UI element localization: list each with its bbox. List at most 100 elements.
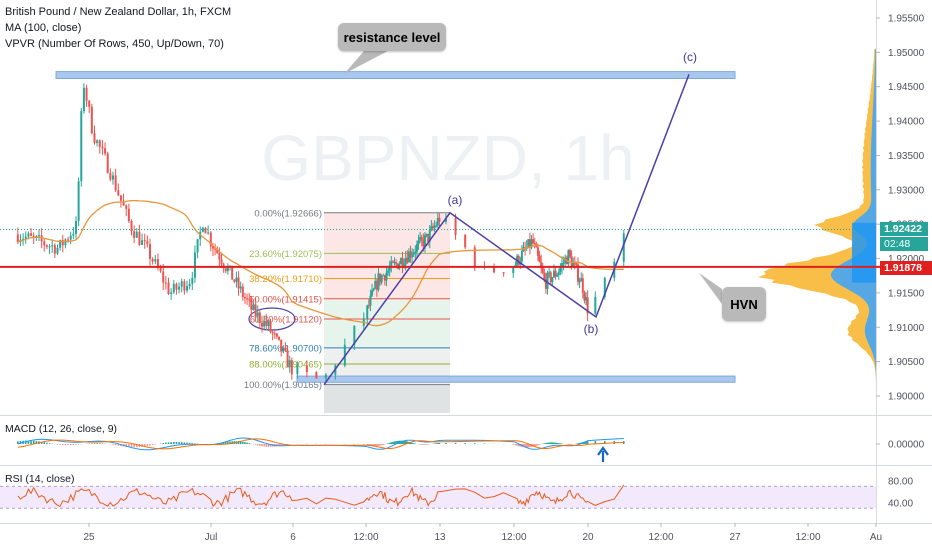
- candle-body: [235, 277, 238, 282]
- time-axis-label: 6: [290, 532, 296, 543]
- candle-body: [422, 239, 425, 247]
- candle-body: [51, 245, 54, 247]
- candle-body: [570, 256, 573, 268]
- macd-histogram-bar: [24, 440, 27, 444]
- candle-body: [250, 299, 253, 310]
- macd-histogram-bar: [473, 443, 476, 444]
- resistance-callout[interactable]: resistance level: [338, 23, 446, 51]
- macd-histogram-bar: [594, 440, 597, 444]
- macd-histogram-bar: [524, 444, 526, 448]
- macd-histogram-bar: [224, 442, 227, 444]
- macd-histogram-bar: [454, 442, 457, 444]
- candle-body: [536, 247, 539, 256]
- candle-body: [578, 281, 581, 283]
- candle-body: [48, 246, 51, 248]
- wave-label-c: (c): [683, 50, 697, 64]
- macd-histogram-bar: [263, 444, 265, 447]
- candle-body: [603, 277, 606, 297]
- time-axis-label: 20: [582, 532, 594, 543]
- time-axis-label: 27: [729, 532, 741, 543]
- candle-body: [444, 218, 447, 223]
- macd-histogram-bar: [522, 444, 525, 448]
- macd-histogram-bar: [549, 442, 552, 444]
- time-axis-label: Jul: [205, 532, 218, 543]
- macd-histogram-bar: [239, 441, 242, 444]
- candle-body: [282, 347, 285, 352]
- candle-body: [193, 252, 196, 278]
- macd-histogram-bar: [93, 443, 96, 444]
- macd-histogram-bar: [388, 442, 391, 444]
- candle-body: [151, 258, 154, 262]
- macd-histogram-bar: [543, 443, 546, 444]
- candle-body: [473, 247, 476, 267]
- macd-histogram-bar: [101, 443, 104, 444]
- candle-body: [415, 244, 418, 252]
- candle-body: [32, 235, 35, 238]
- candle-body: [520, 250, 523, 262]
- candle-body: [371, 290, 374, 296]
- candle-body: [552, 270, 555, 278]
- macd-histogram-bar: [390, 442, 393, 444]
- candle-body: [428, 229, 431, 242]
- candle-body: [93, 133, 96, 143]
- candle-body: [417, 240, 420, 245]
- macd-histogram-bar: [376, 444, 378, 446]
- candle-body: [146, 241, 149, 245]
- candle-body: [246, 298, 249, 300]
- macd-group: [17, 440, 625, 448]
- candle-body: [186, 286, 189, 291]
- candle-body: [554, 270, 557, 277]
- candle-body: [80, 111, 83, 182]
- candle-body: [380, 275, 383, 283]
- candle-body: [252, 304, 255, 310]
- ma-indicator-label[interactable]: MA (100, close): [5, 22, 82, 34]
- macd-histogram-bar: [67, 444, 69, 446]
- macd-histogram-bar: [464, 443, 466, 444]
- macd-histogram-bar: [191, 443, 194, 444]
- macd-histogram-bar: [425, 444, 428, 445]
- candle-body: [543, 272, 546, 279]
- candle-body: [143, 240, 146, 242]
- macd-histogram-bar: [537, 444, 539, 446]
- time-axis-label: 12:00: [795, 532, 820, 543]
- candle-body: [72, 233, 75, 236]
- macd-histogram-bar: [532, 444, 534, 447]
- macd-histogram-bar: [133, 444, 135, 448]
- candle-body: [122, 200, 125, 206]
- macd-histogram-bar: [143, 444, 146, 447]
- macd-histogram-bar: [396, 440, 399, 444]
- macd-histogram-bar: [180, 442, 183, 444]
- macd-histogram-bar: [167, 442, 170, 444]
- macd-panel-label[interactable]: MACD (12, 26, close, 9): [5, 423, 118, 435]
- candle-body: [280, 339, 283, 352]
- hvn-callout[interactable]: HVN: [722, 287, 766, 321]
- candle-body: [98, 140, 101, 147]
- candle-body: [366, 305, 369, 319]
- price-axis-label: 1.90000: [888, 392, 925, 403]
- macd-histogram-bar: [577, 443, 579, 444]
- macd-histogram-bar: [583, 441, 586, 444]
- candle-body: [562, 262, 565, 264]
- macd-histogram-bar: [280, 444, 282, 446]
- time-axis-label: Au: [870, 532, 882, 543]
- macd-histogram-bar: [578, 442, 581, 444]
- candle-body: [243, 296, 246, 299]
- vpvr-indicator-label[interactable]: VPVR (Number Of Rows, 450, Up/Down, 70): [5, 38, 224, 50]
- candle-body: [239, 286, 242, 289]
- candle-body: [546, 273, 549, 289]
- candle-body: [290, 360, 293, 375]
- candle-body: [404, 257, 407, 265]
- candle-body: [162, 271, 165, 283]
- macd-histogram-bar: [56, 444, 59, 445]
- fib-zone-upper: [324, 212, 450, 299]
- rsi-panel-label[interactable]: RSI (14, close): [5, 473, 75, 485]
- candle-body: [114, 175, 117, 191]
- macd-histogram-bar: [554, 442, 557, 444]
- candle-body: [265, 320, 268, 326]
- candle-body: [22, 238, 25, 240]
- candle-body: [269, 321, 272, 333]
- macd-histogram-bar: [46, 442, 48, 444]
- macd-histogram-bar: [548, 442, 550, 444]
- candle-body: [159, 268, 162, 272]
